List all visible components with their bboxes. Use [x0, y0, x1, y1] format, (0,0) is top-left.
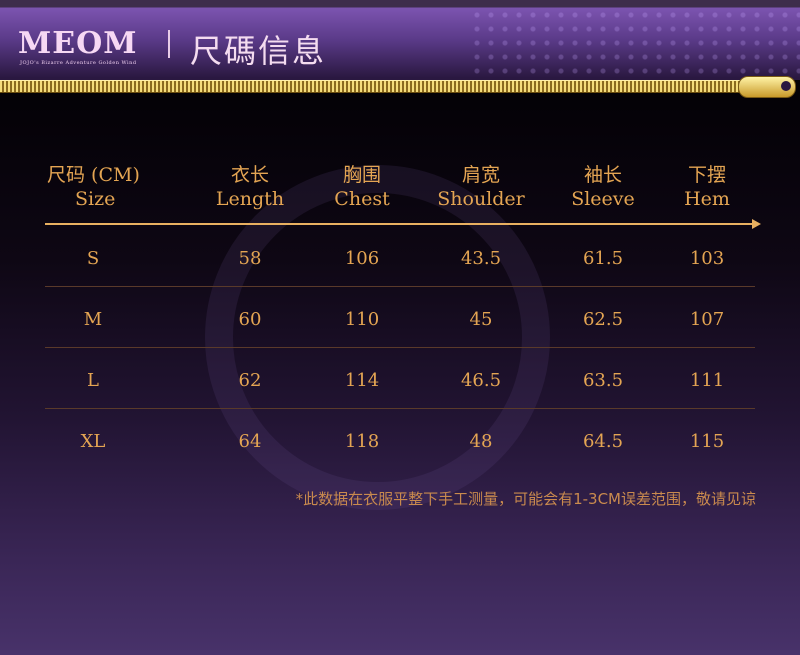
- table-row: XL 64 118 48 64.5 115: [0, 411, 800, 472]
- table-cell: 64: [238, 431, 262, 452]
- page-title: 尺碼信息: [190, 32, 327, 70]
- column-header-zh: 尺码 (CM): [47, 164, 140, 186]
- table-cell: 106: [344, 248, 380, 269]
- table-cell: 64.5: [582, 431, 624, 452]
- column-header-en: Hem: [684, 188, 730, 210]
- column-header-en: Shoulder: [437, 188, 525, 210]
- table-cell: 103: [689, 248, 725, 269]
- table-cell: 62.5: [582, 309, 624, 330]
- brand-logo-subtitle: JOJO's Bizarre Adventure Golden Wind: [20, 60, 137, 66]
- header-band: [0, 0, 800, 80]
- table-cell: 61.5: [582, 248, 624, 269]
- column-header-en: Size: [75, 188, 116, 210]
- column-header-en: Length: [215, 188, 285, 210]
- column-header: 衣长 Length: [180, 163, 320, 211]
- column-header: 袖长 Sleeve: [533, 163, 673, 211]
- row-divider: [45, 347, 755, 348]
- table-cell: XL: [80, 431, 106, 452]
- table-cell: M: [83, 309, 103, 330]
- zipper-stripe: [0, 80, 770, 93]
- table-cell: 115: [689, 431, 725, 452]
- column-header-zh: 袖长: [583, 164, 622, 186]
- column-header: 下摆 Hem: [637, 163, 777, 211]
- header-separator: [168, 30, 170, 58]
- column-header: 胸围 Chest: [292, 163, 432, 211]
- table-cell: 110: [344, 309, 380, 330]
- column-header-zh: 胸围: [342, 164, 381, 186]
- column-header: 尺码 (CM) Size: [47, 163, 187, 211]
- diamond-pattern: [470, 8, 800, 78]
- brand-logo: MEOM: [18, 26, 138, 61]
- row-divider: [45, 408, 755, 409]
- measurement-note: *此数据在衣服平整下手工测量，可能会有1-3CM误差范围，敬请见谅: [295, 490, 756, 508]
- table-cell: 107: [689, 309, 725, 330]
- column-header-zh: 衣长: [230, 164, 269, 186]
- column-header-en: Chest: [334, 188, 390, 210]
- table-cell: 111: [689, 370, 725, 391]
- table-cell: S: [86, 248, 100, 269]
- header-rule: [45, 223, 757, 225]
- column-header: 肩宽 Shoulder: [411, 163, 551, 211]
- table-row: S 58 106 43.5 61.5 103: [0, 228, 800, 289]
- column-header-zh: 肩宽: [461, 164, 500, 186]
- table-cell: 58: [238, 248, 262, 269]
- row-divider: [45, 286, 755, 287]
- arrow-icon: [752, 219, 761, 229]
- table-row: L 62 114 46.5 63.5 111: [0, 350, 800, 411]
- table-cell: 48: [469, 431, 493, 452]
- table-cell: L: [87, 370, 99, 391]
- table-row: M 60 110 45 62.5 107: [0, 289, 800, 350]
- column-header-zh: 下摆: [687, 164, 726, 186]
- column-header-en: Sleeve: [571, 188, 635, 210]
- table-cell: 60: [238, 309, 262, 330]
- table-cell: 118: [344, 431, 380, 452]
- table-cell: 63.5: [582, 370, 624, 391]
- table-cell: 45: [469, 309, 493, 330]
- table-cell: 62: [238, 370, 262, 391]
- table-cell: 114: [344, 370, 380, 391]
- table-cell: 43.5: [460, 248, 502, 269]
- table-cell: 46.5: [460, 370, 502, 391]
- zipper-pull-icon: [738, 76, 796, 98]
